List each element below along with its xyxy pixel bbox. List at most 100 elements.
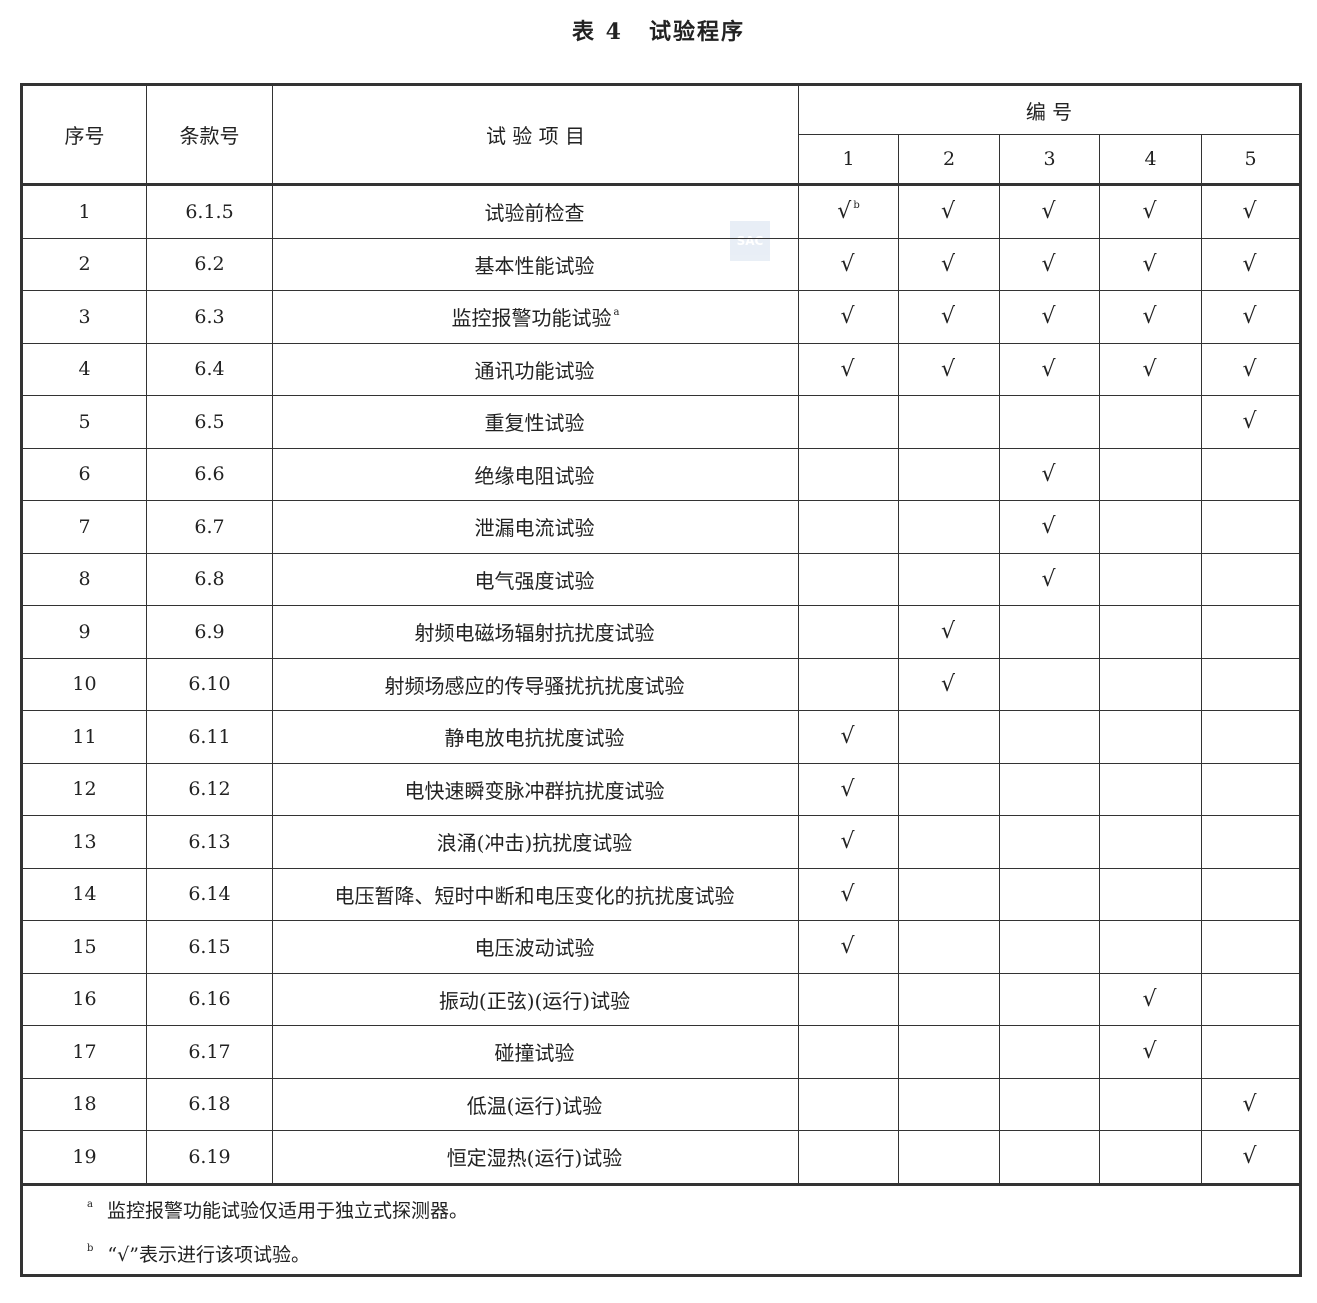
check-cell [999, 395, 1100, 449]
row-no-text: 10 [72, 673, 97, 696]
check-cell-text: √ [1041, 304, 1056, 330]
check-cell: √ [898, 605, 1000, 659]
row-no-text: 8 [78, 568, 91, 591]
clause-no: 6.18 [146, 1077, 273, 1131]
footnote-mark: b [87, 1242, 94, 1254]
check-cell [898, 395, 1000, 449]
check-cell [1201, 710, 1301, 764]
table-row: 15 6.15 电压波动试验 √ [21, 920, 1301, 974]
check-cell: √ [1099, 972, 1202, 1026]
row-no-text: 11 [72, 725, 97, 748]
clause-no: 6.5 [146, 395, 273, 449]
test-item-text: 重复性试验 [484, 411, 585, 436]
test-item: 泄漏电流试验 [272, 500, 799, 554]
check-cell [898, 815, 1000, 869]
test-item-text: 试验前检查 [484, 201, 585, 226]
clause-no: 6.12 [146, 762, 273, 816]
test-item: 通讯功能试验 [272, 342, 799, 396]
clause-no: 6.15 [146, 920, 273, 974]
check-cell-text: √ [1242, 1144, 1257, 1170]
check-cell [999, 920, 1100, 974]
table-label: 表 4 [572, 19, 623, 45]
clause-no: 6.6 [146, 447, 273, 501]
check-cell [1099, 867, 1202, 921]
check-cell-text: √ [1041, 461, 1056, 487]
test-item: 试验前检查 [272, 184, 799, 239]
row-no: 1 [21, 184, 147, 239]
row-no-text: 5 [78, 410, 91, 433]
table-row: 6 6.6 绝缘电阻试验 √ [21, 447, 1301, 501]
check-cell: √ [798, 290, 899, 344]
check-cell-text: √ [1242, 356, 1257, 382]
check-cell [798, 1077, 899, 1131]
check-cell-text: √ [840, 829, 855, 855]
row-no: 8 [21, 552, 147, 606]
clause-no-text: 6.8 [194, 568, 225, 591]
header-sample-2: 2 [898, 134, 1000, 185]
clause-no: 6.1.5 [146, 184, 273, 239]
check-cell: √ [898, 657, 1000, 711]
check-cell-text: √ [1142, 199, 1157, 225]
clause-no-text: 6.9 [194, 620, 225, 643]
check-cell [1099, 395, 1202, 449]
test-item-text: 电气强度试验 [474, 568, 595, 593]
clause-no: 6.11 [146, 710, 273, 764]
table-row: 2 6.2 基本性能试验 √ √ √ √ √ [21, 237, 1301, 291]
check-cell-text: √ [840, 304, 855, 330]
test-item: 射频场感应的传导骚扰抗扰度试验 [272, 657, 799, 711]
check-cell: √ [798, 762, 899, 816]
check-cell: √ [999, 500, 1100, 554]
check-cell [1099, 447, 1202, 501]
row-no-text: 1 [78, 200, 91, 223]
check-cell [1099, 920, 1202, 974]
check-cell-text: √ [1242, 199, 1257, 225]
check-cell [1099, 657, 1202, 711]
test-item: 静电放电抗扰度试验 [272, 710, 799, 764]
check-cell [999, 605, 1100, 659]
check-cell-text: √ [840, 881, 855, 907]
check-cell [1201, 867, 1301, 921]
test-item: 浪涌(冲击)抗扰度试验 [272, 815, 799, 869]
clause-no: 6.19 [146, 1130, 273, 1185]
check-cell-text: √ [840, 251, 855, 277]
check-cell: √ [898, 342, 1000, 396]
check-cell-text: √ [1142, 251, 1157, 277]
footnote-b: b “√”表示进行该项试验。 [85, 1230, 1299, 1274]
table-row: 11 6.11 静电放电抗扰度试验 √ [21, 710, 1301, 764]
row-no-text: 18 [72, 1093, 97, 1116]
check-cell: √ [1201, 290, 1301, 344]
check-cell [999, 657, 1100, 711]
check-cell [1099, 762, 1202, 816]
row-no: 17 [21, 1025, 147, 1079]
table-row: 9 6.9 射频电磁场辐射抗扰度试验 √ [21, 605, 1301, 659]
check-cell [1201, 815, 1301, 869]
clause-no-text: 6.17 [188, 1040, 231, 1063]
check-cell-text: √ [840, 934, 855, 960]
row-no: 5 [21, 395, 147, 449]
check-cell [798, 972, 899, 1026]
clause-no-text: 6.2 [194, 253, 225, 276]
footnote-mark: a [87, 1198, 93, 1210]
check-cell: √ [798, 342, 899, 396]
clause-no: 6.14 [146, 867, 273, 921]
row-no: 15 [21, 920, 147, 974]
check-cell [898, 1077, 1000, 1131]
clause-no-text: 6.10 [188, 673, 231, 696]
row-no: 6 [21, 447, 147, 501]
check-cell [1201, 1025, 1301, 1079]
check-cell-text: √ [840, 724, 855, 750]
check-cell [1099, 815, 1202, 869]
test-item-text: 射频场感应的传导骚扰抗扰度试验 [384, 673, 685, 698]
check-cell-text: √ [1142, 304, 1157, 330]
check-cell [798, 605, 899, 659]
check-cell [999, 972, 1100, 1026]
check-cell [798, 1025, 899, 1079]
row-no: 19 [21, 1130, 147, 1185]
check-cell [1099, 710, 1202, 764]
test-item-text: 绝缘电阻试验 [474, 463, 595, 488]
check-cell [898, 552, 1000, 606]
check-cell [1201, 447, 1301, 501]
header-item: 试 验 项 目 [272, 84, 799, 185]
table-row: 17 6.17 碰撞试验 √ [21, 1025, 1301, 1079]
check-cell [1099, 1077, 1202, 1131]
